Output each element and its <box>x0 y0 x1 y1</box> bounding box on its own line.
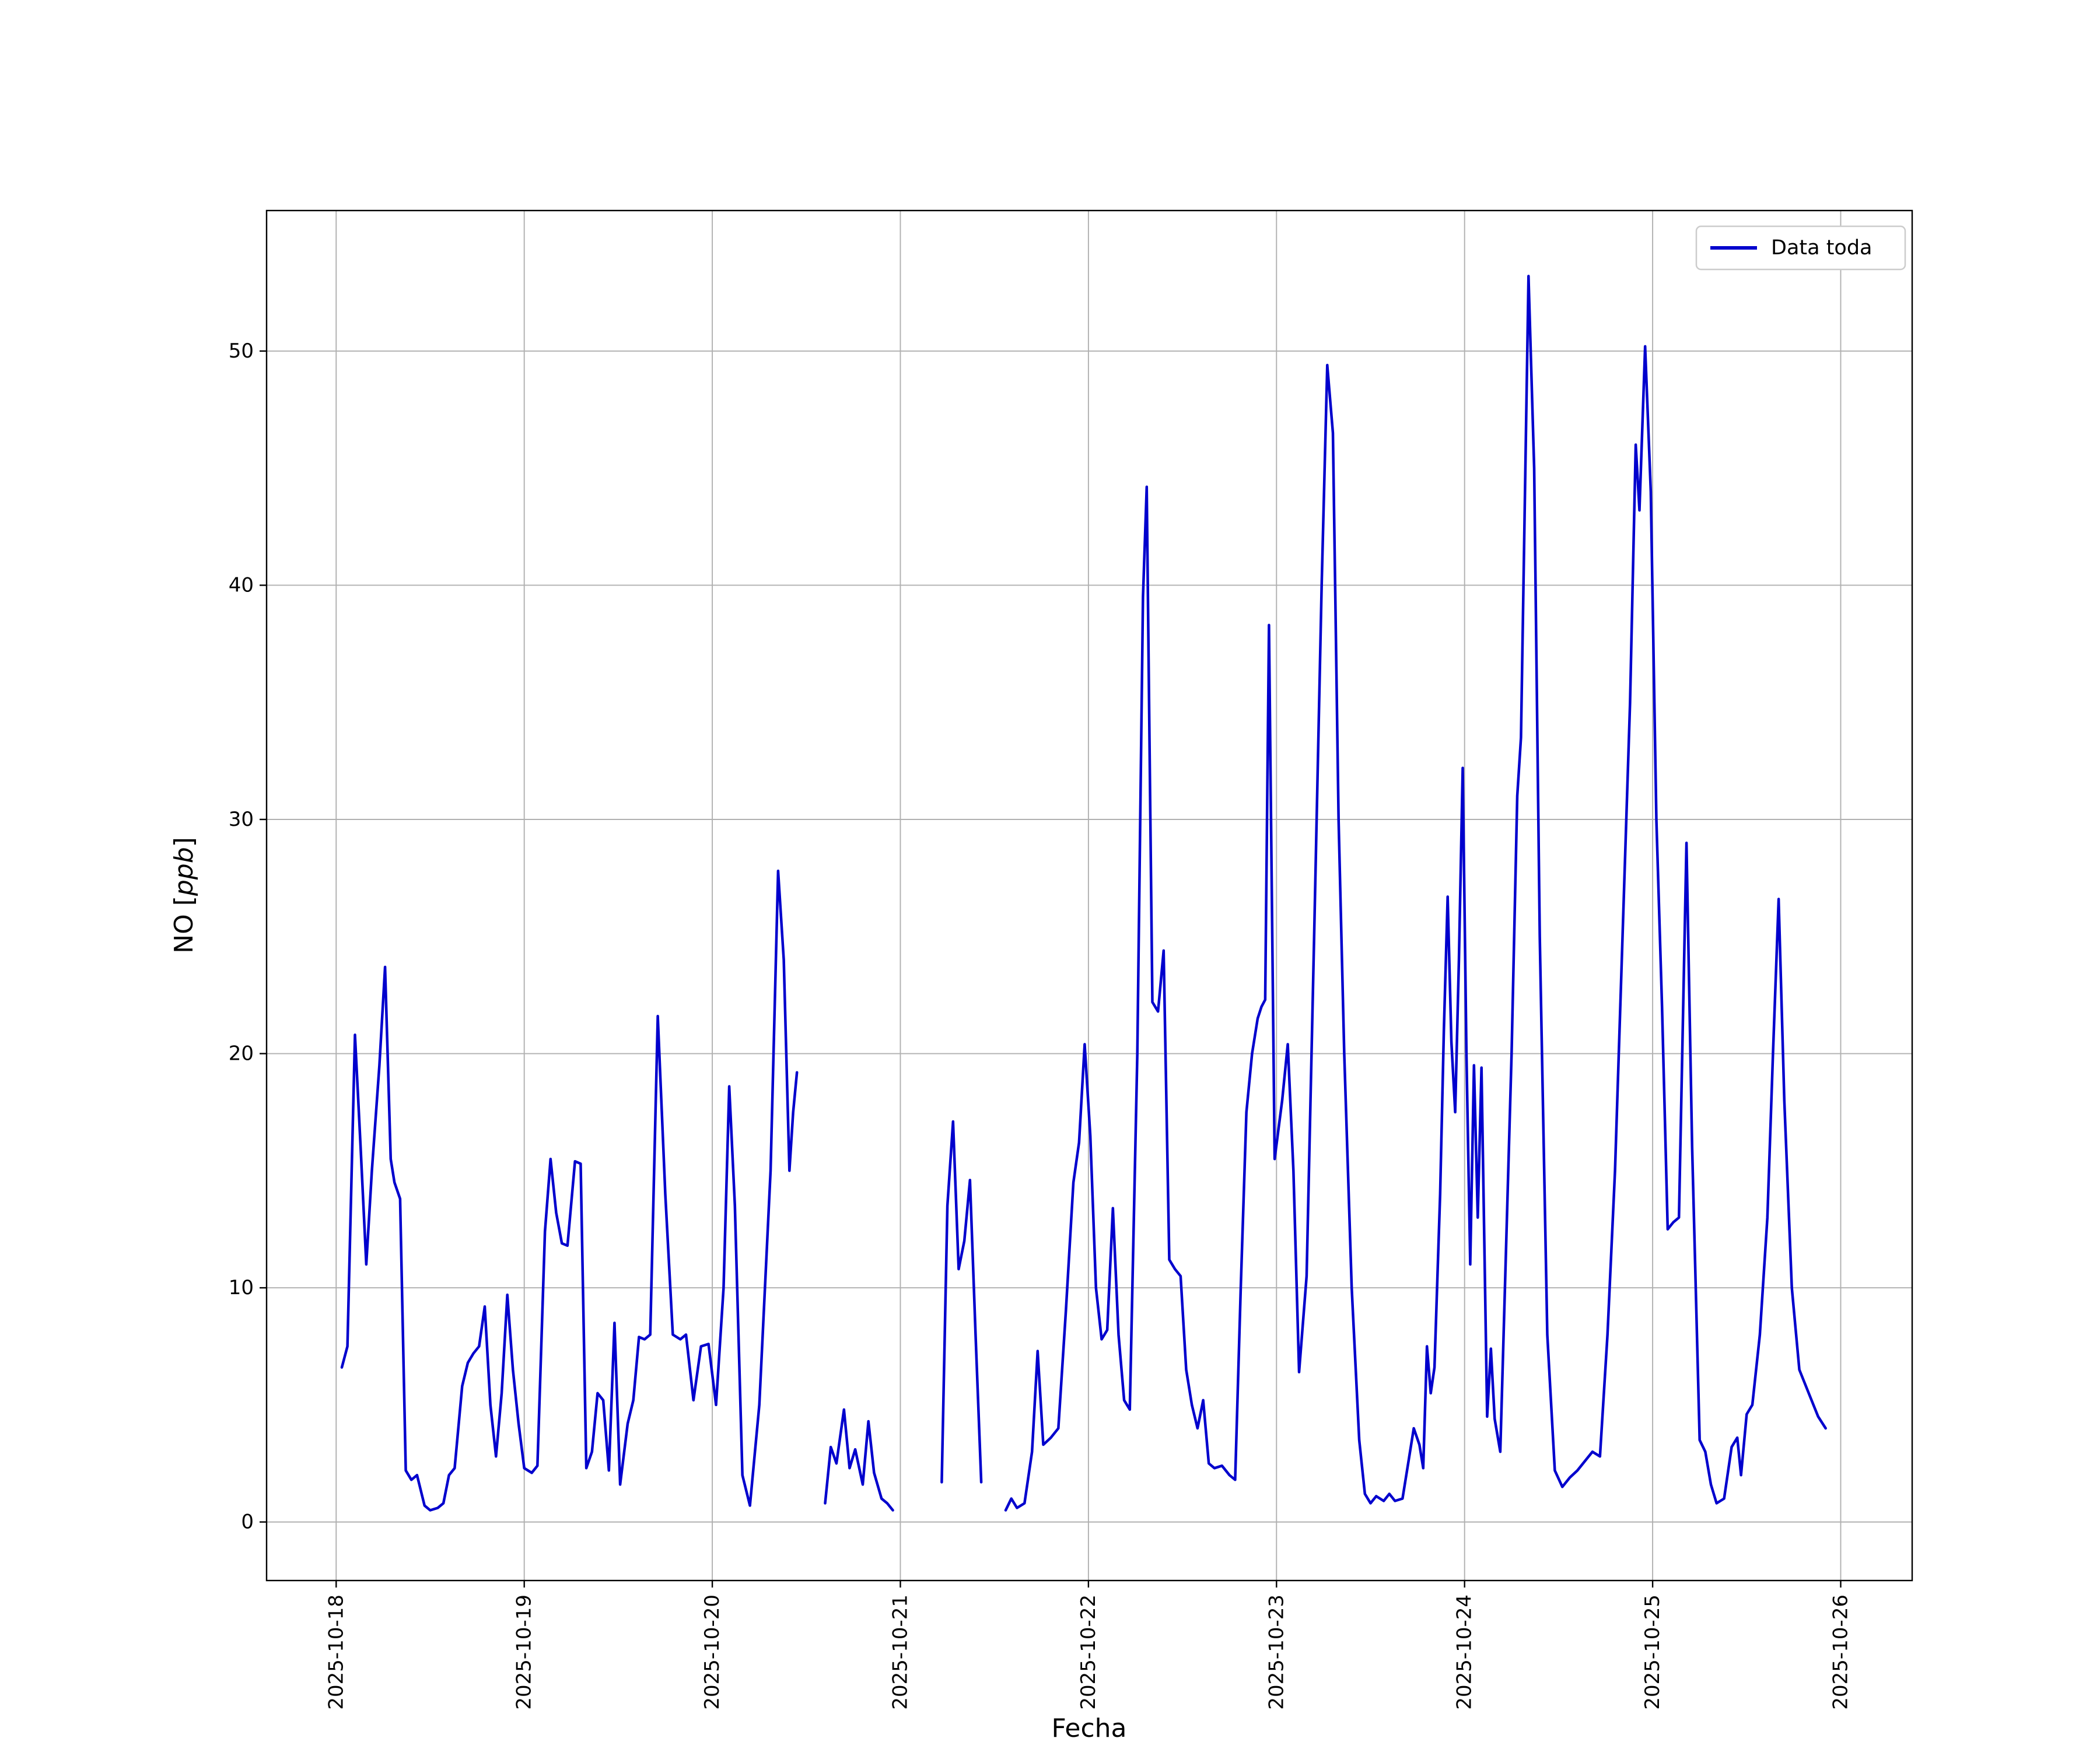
legend-label: Data toda <box>1771 236 1873 260</box>
y-axis-label: NO [ppb] <box>169 837 199 954</box>
data-line <box>824 1408 894 1512</box>
y-tick-label: 0 <box>241 1511 254 1534</box>
y-tick-label: 10 <box>229 1276 254 1299</box>
x-tick-label: 2025-10-22 <box>1077 1595 1100 1710</box>
y-tick-label: 20 <box>229 1042 254 1066</box>
y-axis-label-suffix: ] <box>169 837 199 847</box>
x-tick-label: 2025-10-21 <box>888 1595 912 1710</box>
data-line <box>1004 275 1827 1512</box>
x-tick-label: 2025-10-20 <box>701 1595 724 1710</box>
series-layer <box>340 275 1827 1512</box>
x-axis-label: Fecha <box>1051 1714 1126 1743</box>
data-line <box>940 1120 983 1484</box>
legend-box <box>1695 225 1906 271</box>
x-tick-label: 2025-10-26 <box>1829 1595 1852 1710</box>
tick-layer: 2025-10-18 2025-10-19 2025-10-20 2025-10-21… <box>229 339 1853 1710</box>
y-axis-label-unit: ppb <box>169 847 199 896</box>
y-tick-label: 40 <box>229 573 254 597</box>
x-tick-label: 2025-10-18 <box>324 1595 348 1710</box>
plot-border <box>265 209 1913 1582</box>
x-tick-label: 2025-10-19 <box>513 1595 536 1710</box>
data-line <box>340 870 799 1512</box>
x-tick-label: 2025-10-24 <box>1453 1595 1476 1710</box>
y-axis-label-prefix: NO [ <box>169 896 199 954</box>
y-tick-label: 30 <box>229 808 254 831</box>
grid-layer <box>267 211 1912 1581</box>
x-tick-label: 2025-10-23 <box>1265 1595 1288 1710</box>
y-tick-label: 50 <box>229 339 254 363</box>
x-tick-label: 2025-10-25 <box>1641 1595 1664 1710</box>
legend: Data toda <box>1695 225 1906 271</box>
